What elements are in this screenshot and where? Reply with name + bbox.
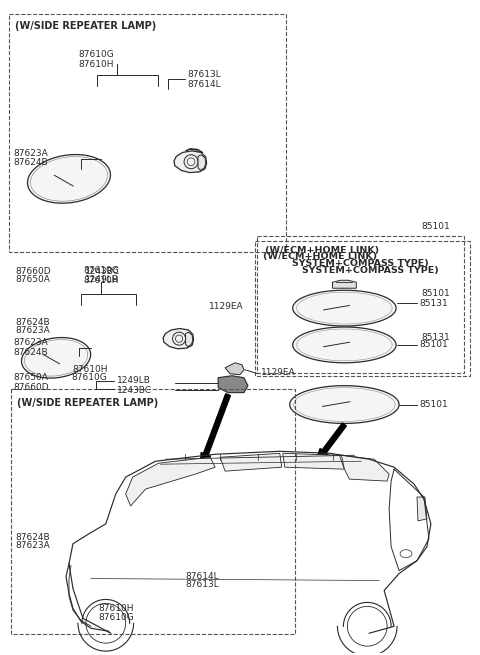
Polygon shape bbox=[163, 329, 193, 349]
Bar bbox=[11, 389, 295, 633]
Text: 87610G: 87610G bbox=[78, 50, 114, 59]
Text: 87610G: 87610G bbox=[98, 613, 134, 622]
Text: 1249LB: 1249LB bbox=[85, 276, 119, 284]
Polygon shape bbox=[341, 455, 389, 481]
Polygon shape bbox=[27, 155, 110, 203]
Text: 87614L: 87614L bbox=[185, 572, 219, 581]
Polygon shape bbox=[218, 376, 248, 392]
Text: 85131: 85131 bbox=[419, 299, 448, 308]
Text: 87650A: 87650A bbox=[16, 276, 50, 284]
Text: 85131: 85131 bbox=[421, 333, 450, 342]
Text: 85101: 85101 bbox=[419, 400, 448, 409]
Text: 87624B: 87624B bbox=[13, 348, 48, 358]
Polygon shape bbox=[220, 453, 282, 471]
Text: 87623A: 87623A bbox=[13, 149, 48, 157]
Polygon shape bbox=[198, 155, 206, 170]
Text: 87624B: 87624B bbox=[13, 159, 48, 168]
Text: 1129EA: 1129EA bbox=[209, 301, 244, 310]
Text: 87660D: 87660D bbox=[13, 383, 49, 392]
Polygon shape bbox=[186, 332, 193, 346]
Text: 1243BC: 1243BC bbox=[85, 267, 120, 276]
Text: 87650A: 87650A bbox=[13, 373, 48, 383]
Text: SYSTEM+COMPASS TYPE): SYSTEM+COMPASS TYPE) bbox=[292, 259, 429, 268]
Text: 87623A: 87623A bbox=[16, 326, 50, 335]
Text: 87624B: 87624B bbox=[16, 533, 50, 542]
Polygon shape bbox=[293, 290, 396, 326]
Text: 87623A: 87623A bbox=[16, 541, 50, 550]
Polygon shape bbox=[22, 337, 91, 378]
Polygon shape bbox=[293, 327, 396, 363]
Text: 87660D: 87660D bbox=[16, 267, 51, 276]
Text: 87614L: 87614L bbox=[187, 80, 221, 89]
Text: SYSTEM+COMPASS TYPE): SYSTEM+COMPASS TYPE) bbox=[302, 266, 439, 275]
Text: 87624B: 87624B bbox=[16, 318, 50, 327]
Polygon shape bbox=[290, 386, 399, 423]
Polygon shape bbox=[186, 149, 203, 153]
Bar bbox=[9, 14, 286, 252]
Polygon shape bbox=[126, 457, 215, 506]
Polygon shape bbox=[333, 280, 356, 288]
Polygon shape bbox=[225, 363, 244, 375]
Text: 1129EA: 1129EA bbox=[261, 368, 296, 377]
Text: (W/ECM+HOME LINK): (W/ECM+HOME LINK) bbox=[263, 252, 377, 261]
Text: 87610G: 87610G bbox=[83, 266, 119, 275]
Text: 87610H: 87610H bbox=[78, 60, 114, 69]
Text: 87613L: 87613L bbox=[187, 70, 221, 79]
Bar bbox=[255, 240, 469, 376]
Text: (W/ECM+HOME LINK): (W/ECM+HOME LINK) bbox=[264, 246, 379, 255]
Text: 87610H: 87610H bbox=[72, 365, 108, 373]
Bar bbox=[257, 236, 464, 373]
Text: 1243BC: 1243BC bbox=[117, 386, 152, 395]
Polygon shape bbox=[417, 497, 427, 521]
Text: 85101: 85101 bbox=[419, 341, 448, 349]
Text: 87610H: 87610H bbox=[98, 605, 133, 613]
FancyArrow shape bbox=[314, 423, 347, 464]
Text: (W/SIDE REPEATER LAMP): (W/SIDE REPEATER LAMP) bbox=[17, 398, 158, 408]
Text: 85101: 85101 bbox=[421, 222, 450, 231]
Text: 87613L: 87613L bbox=[185, 580, 219, 590]
FancyArrow shape bbox=[200, 394, 230, 469]
Text: (W/SIDE REPEATER LAMP): (W/SIDE REPEATER LAMP) bbox=[15, 21, 156, 31]
Polygon shape bbox=[174, 151, 206, 173]
Text: 87610G: 87610G bbox=[72, 373, 108, 382]
Polygon shape bbox=[283, 453, 344, 469]
Text: 87623A: 87623A bbox=[13, 339, 48, 347]
Text: 1249LB: 1249LB bbox=[117, 376, 151, 385]
Text: 85101: 85101 bbox=[421, 289, 450, 298]
Text: 87610H: 87610H bbox=[83, 276, 119, 285]
